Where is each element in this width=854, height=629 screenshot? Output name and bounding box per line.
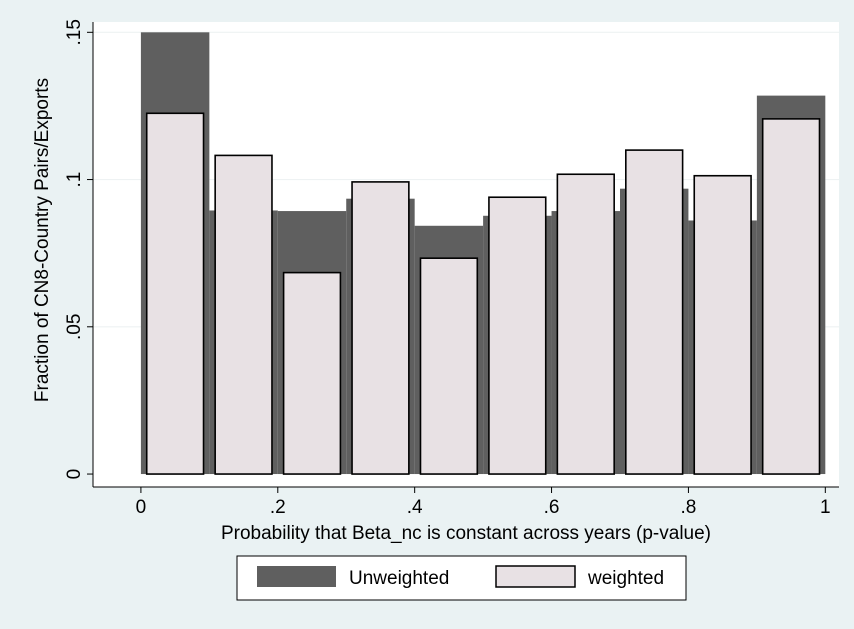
- bar-weighted-9: [761, 118, 821, 475]
- legend-swatch-unweighted: [257, 566, 336, 587]
- bar-weighted-0: [145, 112, 205, 475]
- axes: 0 .05 .1 .15 0 .2 .4 .6 .8 1: [64, 19, 839, 518]
- x-tick-label-5: 1: [820, 497, 831, 518]
- legend-label-unweighted: Unweighted: [349, 568, 449, 589]
- legend-swatch-weighted: [495, 565, 576, 588]
- bars: [140, 32, 826, 475]
- bar-weighted-5: [488, 196, 547, 475]
- bar-weighted-2: [282, 271, 342, 475]
- bar-weighted-4: [419, 257, 479, 475]
- bar-weighted-8: [693, 174, 752, 475]
- y-tick-label-1: .05: [64, 314, 85, 340]
- legend-label-weighted: weighted: [587, 568, 664, 589]
- x-tick-label-2: .4: [407, 497, 423, 518]
- bar-weighted-6: [556, 173, 615, 475]
- y-tick-label-0: 0: [64, 469, 85, 480]
- x-tick-label-1: .2: [270, 497, 286, 518]
- y-axis-label: Fraction of CN8-Country Pairs/Exports: [32, 78, 53, 402]
- x-tick-label-4: .8: [681, 497, 697, 518]
- y-tick-label-2: .1: [64, 172, 85, 188]
- y-tick-label-3: .15: [64, 19, 85, 45]
- bar-weighted-1: [214, 154, 273, 475]
- bar-weighted-7: [625, 149, 684, 475]
- x-tick-label-3: .6: [544, 497, 560, 518]
- x-tick-label-0: 0: [136, 497, 147, 518]
- bar-weighted-3: [351, 181, 410, 475]
- legend: Unweighted weighted: [236, 555, 687, 601]
- x-axis-label: Probability that Beta_nc is constant acr…: [221, 523, 711, 544]
